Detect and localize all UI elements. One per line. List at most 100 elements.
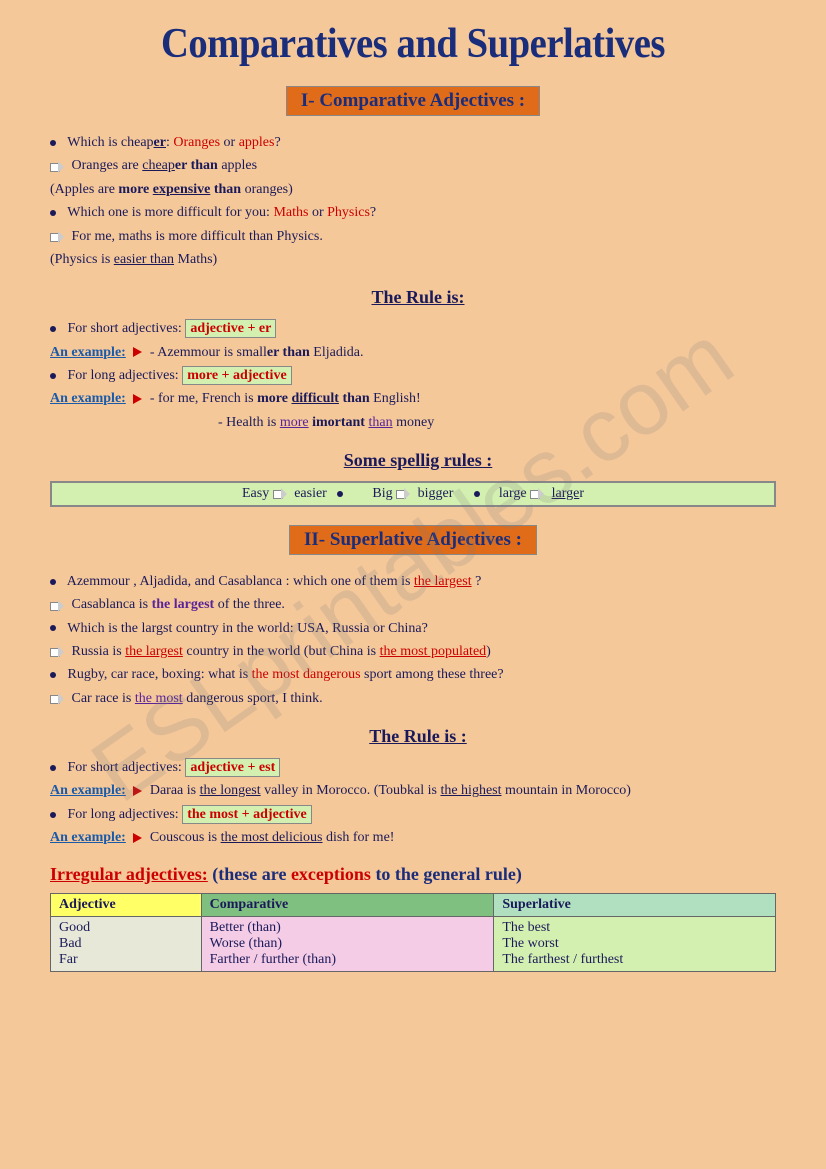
formula-box: the most + adjective <box>182 805 312 824</box>
text: the largest <box>152 597 215 612</box>
text: Maths) <box>174 252 217 267</box>
text: exceptions <box>291 864 371 884</box>
text: the largest <box>414 574 472 589</box>
arrow-icon <box>273 488 287 499</box>
text: cheap <box>142 158 175 173</box>
section2-title: II- Superlative Adjectives : <box>289 525 537 555</box>
text: Easy <box>242 486 273 501</box>
formula-box: adjective + er <box>185 319 276 338</box>
text: (these are <box>208 864 291 884</box>
example-label: An example: <box>50 783 126 798</box>
text: than <box>339 391 370 406</box>
text: than <box>368 415 392 430</box>
example-label: An example: <box>50 391 126 406</box>
text: large <box>499 486 530 501</box>
text: For me, maths is more difficult than Phy… <box>72 229 323 244</box>
example-label: An example: <box>50 345 126 360</box>
text: more <box>118 182 152 197</box>
text: apples <box>218 158 257 173</box>
td: Better (than) Worse (than) Farther / fur… <box>201 916 494 971</box>
arrow-icon <box>50 646 64 657</box>
text: Which one is more difficult for you: <box>67 205 273 220</box>
td: The best The worst The farthest / furthe… <box>494 916 776 971</box>
text: difficult <box>291 391 338 406</box>
worksheet-page: ESLprintables.com Comparatives and Super… <box>0 0 826 1169</box>
irregular-table: Adjective Comparative Superlative Good B… <box>50 893 776 972</box>
section2-title-wrap: II- Superlative Adjectives : <box>40 525 786 555</box>
section1-title-wrap: I- Comparative Adjectives : <box>40 86 786 116</box>
text: dish for me! <box>323 830 395 845</box>
text: Oranges <box>173 135 220 150</box>
text: easier <box>291 486 327 501</box>
bullet-icon <box>50 625 56 631</box>
text: (Physics is <box>50 252 114 267</box>
td: Good Bad Far <box>51 916 202 971</box>
text: r <box>579 486 584 501</box>
text: more <box>257 391 291 406</box>
irregular-heading: Irregular adjectives: (these are excepti… <box>50 864 786 885</box>
text: Casablanca is <box>72 597 152 612</box>
text: valley in Morocco. (Toubkal is <box>261 783 441 798</box>
arrow-icon <box>530 488 544 499</box>
bullet-icon <box>50 140 56 146</box>
section1-title: I- Comparative Adjectives : <box>286 86 540 116</box>
text: easier than <box>114 252 174 267</box>
text: - for me, French is <box>150 391 257 406</box>
th-adjective: Adjective <box>51 893 202 916</box>
bullet-icon <box>474 491 480 497</box>
section1-content: Which is cheaper: Oranges or apples? Ora… <box>50 132 786 475</box>
text: Big <box>372 486 396 501</box>
th-superlative: Superlative <box>494 893 776 916</box>
text: the most delicious <box>221 830 323 845</box>
text: or <box>308 205 327 220</box>
arrow-icon <box>50 161 64 172</box>
text: For long adjectives: <box>68 807 183 822</box>
triangle-icon <box>133 347 142 357</box>
text: bigger <box>414 486 453 501</box>
bullet-icon <box>50 812 56 818</box>
text: dangerous sport, I think. <box>183 691 323 706</box>
text: of the three. <box>214 597 285 612</box>
arrow-icon <box>50 600 64 611</box>
text: than <box>210 182 241 197</box>
spelling-heading: Some spellig rules : <box>50 446 786 475</box>
bullet-icon <box>50 326 56 332</box>
text: - Azemmour is small <box>150 345 267 360</box>
bullet-icon <box>337 491 343 497</box>
section2-content: Azemmour , Aljadida, and Casablanca : wh… <box>50 571 786 850</box>
text: English! <box>370 391 421 406</box>
spelling-box: Easy easier Big bigger large larger <box>50 481 776 507</box>
text: Irregular adjectives: <box>50 864 208 884</box>
text: er than <box>175 158 218 173</box>
text: mountain in Morocco) <box>502 783 631 798</box>
text: Russia is <box>72 644 126 659</box>
text: or <box>220 135 239 150</box>
bullet-icon <box>50 210 56 216</box>
formula-box: more + adjective <box>182 366 291 385</box>
text: expensive <box>153 182 211 197</box>
text: the most populated <box>380 644 487 659</box>
bullet-icon <box>50 373 56 379</box>
text: imortant <box>312 415 365 430</box>
triangle-icon <box>133 786 142 796</box>
text: the most <box>135 691 183 706</box>
text: Maths <box>273 205 308 220</box>
th-comparative: Comparative <box>201 893 494 916</box>
text: (Apples are <box>50 182 118 197</box>
triangle-icon <box>133 394 142 404</box>
example-label: An example: <box>50 830 126 845</box>
text: oranges) <box>241 182 293 197</box>
text: Daraa is <box>150 783 200 798</box>
text: ? <box>370 205 376 220</box>
rule-heading-2: The Rule is : <box>50 722 786 751</box>
formula-box: adjective + est <box>185 758 280 777</box>
text: ? <box>274 135 280 150</box>
arrow-icon <box>50 693 64 704</box>
text: apples <box>239 135 275 150</box>
bullet-icon <box>50 672 56 678</box>
text: Car race is <box>72 691 135 706</box>
text: the most dangerous <box>252 667 361 682</box>
table-header-row: Adjective Comparative Superlative <box>51 893 776 916</box>
text: For long adjectives: <box>68 368 183 383</box>
triangle-icon <box>133 833 142 843</box>
